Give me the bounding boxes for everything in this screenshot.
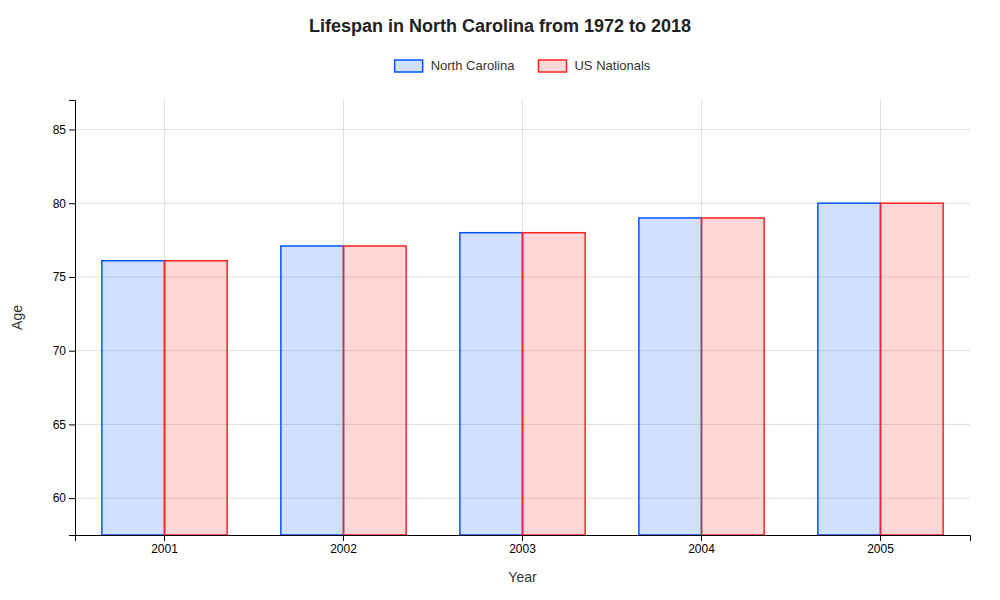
tick-mark [69,424,75,425]
y-axis-title: Age [9,305,25,330]
tick-mark [69,498,75,499]
tick: 60 [53,491,75,505]
bar [460,233,523,535]
tick-label: 75 [53,270,67,284]
tick-label: 2001 [151,542,178,556]
axis-line [76,536,971,542]
y-axis: 60 65 70 75 80 85 [53,101,76,536]
x-axis-title: Year [508,569,537,585]
tick: 2005 [867,535,894,556]
tick-mark [69,129,75,130]
tick: 2004 [688,535,715,556]
bar [281,246,344,535]
tick-label: 65 [53,418,67,432]
tick-label: 2003 [509,542,536,556]
bar-series [102,203,881,535]
tick-mark [701,535,702,541]
title: Lifespan in North Carolina from 1972 to … [309,16,691,36]
tick-label: 70 [53,344,67,358]
tick-mark [69,203,75,204]
tick: 2001 [151,535,178,556]
legend-swatch [395,60,423,72]
bar [165,261,228,535]
plot: 2001 2002 2003 2004 2005 60 65 70 75 80 85 [53,100,971,556]
tick-label: 80 [53,197,67,211]
bar [523,233,586,535]
bar [639,218,702,535]
tick-label: 2002 [330,542,357,556]
bar [102,261,165,535]
legend: North Carolina US Nationals [395,58,651,73]
x-axis: 2001 2002 2003 2004 2005 [76,535,971,556]
bar [344,246,407,535]
axis-line [69,101,76,536]
bar-series [165,203,944,535]
chart: 2001 2002 2003 2004 2005 60 65 70 75 80 85 Year Age L… [0,0,1000,600]
tick-mark [522,535,523,541]
tick-mark [164,535,165,541]
tick-mark [69,351,75,352]
tick-label: 2005 [867,542,894,556]
bars [102,203,943,535]
tick: 75 [53,270,75,284]
tick: 2002 [330,535,357,556]
tick: 65 [53,418,75,432]
tick: 80 [53,197,75,211]
tick-mark [343,535,344,541]
tick-label: 60 [53,491,67,505]
legend-item: North Carolina [395,58,516,73]
bar [881,203,944,535]
grid [75,100,970,535]
tick-label: 85 [53,123,67,137]
bar [702,218,765,535]
tick: 2003 [509,535,536,556]
tick: 70 [53,344,75,358]
tick: 85 [53,123,75,137]
tick-mark [69,277,75,278]
tick-label: 2004 [688,542,715,556]
bar [818,203,881,535]
tick-mark [880,535,881,541]
legend-swatch [538,60,566,72]
legend-label: North Carolina [431,58,516,73]
legend-label: US Nationals [574,58,650,73]
legend-item: US Nationals [538,58,650,73]
